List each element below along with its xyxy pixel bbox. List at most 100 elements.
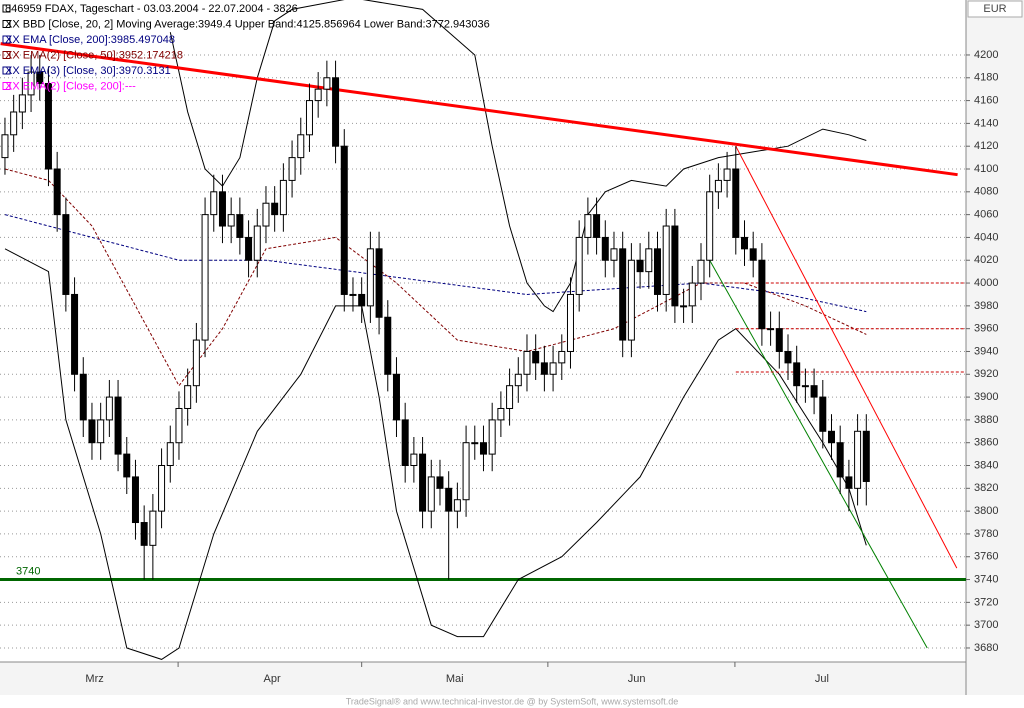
legend-swatch (2, 20, 11, 28)
y-tick-label: 4020 (974, 254, 998, 266)
candle-body (53, 168, 61, 216)
candle-body (297, 134, 305, 159)
candle-body (479, 442, 487, 455)
candle-body (854, 430, 862, 489)
footer: TradeSignal® and www.technical-investor.… (346, 696, 679, 706)
y-tick-label: 3740 (974, 573, 998, 585)
candle-body (436, 476, 444, 489)
candle-body (236, 214, 244, 238)
candle-body (97, 419, 105, 444)
candle-body (18, 94, 26, 113)
legend: 846959 FDAX, Tageschart - 03.03.2004 - 2… (2, 3, 490, 92)
candle-body (427, 476, 435, 512)
candle-body (532, 350, 540, 364)
candle-body (819, 396, 827, 432)
candle-body (384, 316, 392, 375)
candle-body (680, 305, 688, 308)
candle-body (601, 236, 609, 261)
candle-body (166, 442, 174, 467)
y-tick-label: 3680 (974, 642, 998, 654)
candle-body (184, 385, 192, 409)
y-tick-label: 4180 (974, 72, 998, 84)
currency-box (967, 0, 1023, 18)
y-tick-label: 3780 (974, 528, 998, 540)
candle-body (575, 236, 583, 295)
legend-swatch (2, 35, 11, 44)
y-tick-label: 4100 (974, 163, 998, 175)
candle-body (401, 419, 409, 467)
candle-body (62, 214, 70, 295)
legend-swatch (2, 51, 11, 59)
candle-body (732, 168, 740, 238)
y-tick-label: 3920 (974, 368, 998, 380)
candle-body (862, 430, 870, 482)
plot-area (0, 0, 966, 660)
candle-body (723, 168, 731, 181)
candle-body (523, 350, 531, 375)
candle-body (44, 82, 52, 170)
legend-swatch (2, 66, 11, 75)
candle-body (558, 350, 566, 364)
y-tick-label: 4060 (974, 209, 998, 221)
legend-entry: XX BBD [Close, 20, 2] Moving Average:394… (5, 18, 490, 30)
candle-body (79, 373, 87, 421)
ema-50 (4, 168, 867, 387)
y-tick-label: 3880 (974, 414, 998, 426)
y-tick-label: 4200 (974, 49, 998, 61)
y-tick-label: 3900 (974, 391, 998, 403)
support-label: 3740 (16, 565, 40, 577)
candle-body (836, 442, 844, 478)
candle-body (323, 77, 331, 90)
lower-band (4, 248, 867, 660)
y-tick-label: 3840 (974, 459, 998, 471)
y-axis-band (966, 0, 1024, 695)
candle-body (653, 248, 661, 295)
candle-body (549, 362, 557, 375)
y-tick-label: 4040 (974, 231, 998, 243)
candle-body (392, 373, 400, 421)
legend-entry: XX EMA(2) [Close, 200]:--- (5, 80, 136, 92)
candle-body (767, 328, 775, 331)
legend-entry: XX EMA(2) [Close, 50]:3952.174218 (5, 49, 183, 61)
candle-body (488, 419, 496, 455)
candle-body (671, 225, 679, 307)
candle-body (210, 191, 218, 216)
y-tick-label: 3820 (974, 482, 998, 494)
candle-body (340, 145, 348, 295)
candle-body (262, 202, 270, 227)
x-axis-band (0, 662, 966, 695)
y-tick-label: 4080 (974, 186, 998, 198)
ema-200 (4, 214, 867, 313)
y-tick-label: 3800 (974, 505, 998, 517)
y-tick-label: 3700 (974, 619, 998, 631)
candle-body (471, 442, 479, 445)
candle-body (793, 362, 801, 387)
candle-body (662, 225, 670, 295)
candle-body (149, 510, 157, 546)
legend-swatch (2, 82, 11, 90)
legend-entry: XX EMA(3) [Close, 30]:3970.3131 (5, 65, 171, 77)
trend-support (709, 259, 928, 649)
candle-body (114, 396, 122, 455)
footer-band (0, 695, 1024, 708)
candle-body (801, 385, 809, 388)
candle-body (245, 236, 253, 261)
y-tick-label: 4000 (974, 277, 998, 289)
candle-body (201, 214, 209, 341)
candle-body (445, 487, 453, 512)
candle-body (36, 71, 44, 84)
candle-body (462, 442, 470, 501)
legend-entry: XX EMA [Close, 200]:3985.497048 (5, 34, 175, 46)
candle-body (758, 259, 766, 330)
candle-body (88, 419, 96, 444)
y-tick-label: 4160 (974, 94, 998, 106)
y-tick-label: 3720 (974, 596, 998, 608)
currency: EUR (983, 3, 1006, 15)
candle-body (566, 293, 574, 352)
candle-body (514, 373, 522, 387)
candle-body (410, 453, 418, 467)
candle-body (497, 407, 505, 421)
x-tick-label: Jul (815, 673, 829, 685)
candle-body (279, 179, 287, 216)
